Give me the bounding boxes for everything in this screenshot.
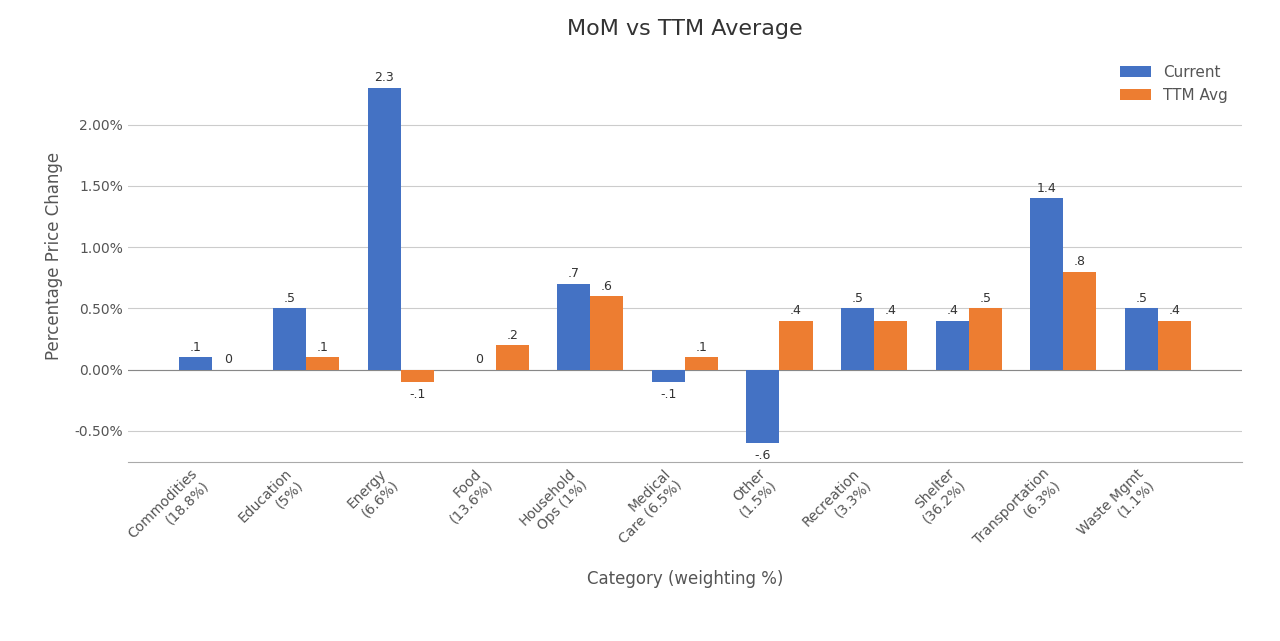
Text: 0: 0	[224, 353, 232, 366]
Text: 2.3: 2.3	[375, 71, 394, 85]
Text: .5: .5	[1135, 292, 1147, 304]
Y-axis label: Percentage Price Change: Percentage Price Change	[45, 153, 64, 360]
Bar	[841, 308, 874, 370]
Text: -.6: -.6	[755, 449, 771, 462]
Bar	[874, 320, 908, 370]
Bar	[652, 370, 685, 382]
Text: 1.4: 1.4	[1037, 181, 1056, 195]
Text: .5: .5	[851, 292, 864, 304]
Bar	[780, 320, 813, 370]
Text: .1: .1	[695, 341, 708, 354]
Bar	[306, 358, 339, 370]
Text: .5: .5	[284, 292, 296, 304]
Title: MoM vs TTM Average: MoM vs TTM Average	[567, 19, 803, 38]
Bar	[936, 320, 969, 370]
Bar	[367, 88, 401, 370]
Bar	[1125, 308, 1158, 370]
Bar	[685, 358, 718, 370]
Bar	[590, 296, 623, 370]
Text: .4: .4	[884, 304, 896, 317]
Bar	[557, 284, 590, 370]
Text: .1: .1	[189, 341, 201, 354]
Bar	[746, 370, 780, 443]
Text: -.1: -.1	[660, 388, 676, 401]
Text: .4: .4	[946, 304, 957, 317]
Bar	[273, 308, 306, 370]
Text: .7: .7	[567, 267, 580, 280]
Bar	[401, 370, 434, 382]
X-axis label: Category (weighting %): Category (weighting %)	[586, 570, 783, 588]
Text: .4: .4	[1169, 304, 1180, 317]
Text: 0: 0	[475, 353, 483, 366]
Text: .8: .8	[1074, 255, 1085, 268]
Bar	[1030, 198, 1064, 370]
Text: .5: .5	[979, 292, 991, 304]
Text: .1: .1	[317, 341, 329, 354]
Bar	[495, 345, 529, 370]
Text: .2: .2	[506, 328, 518, 342]
Bar	[1064, 272, 1097, 370]
Text: .6: .6	[600, 279, 613, 292]
Text: -.1: -.1	[410, 388, 426, 401]
Text: .4: .4	[790, 304, 801, 317]
Bar	[969, 308, 1002, 370]
Legend: Current, TTM Avg: Current, TTM Avg	[1114, 59, 1234, 109]
Bar	[179, 358, 211, 370]
Bar	[1158, 320, 1190, 370]
